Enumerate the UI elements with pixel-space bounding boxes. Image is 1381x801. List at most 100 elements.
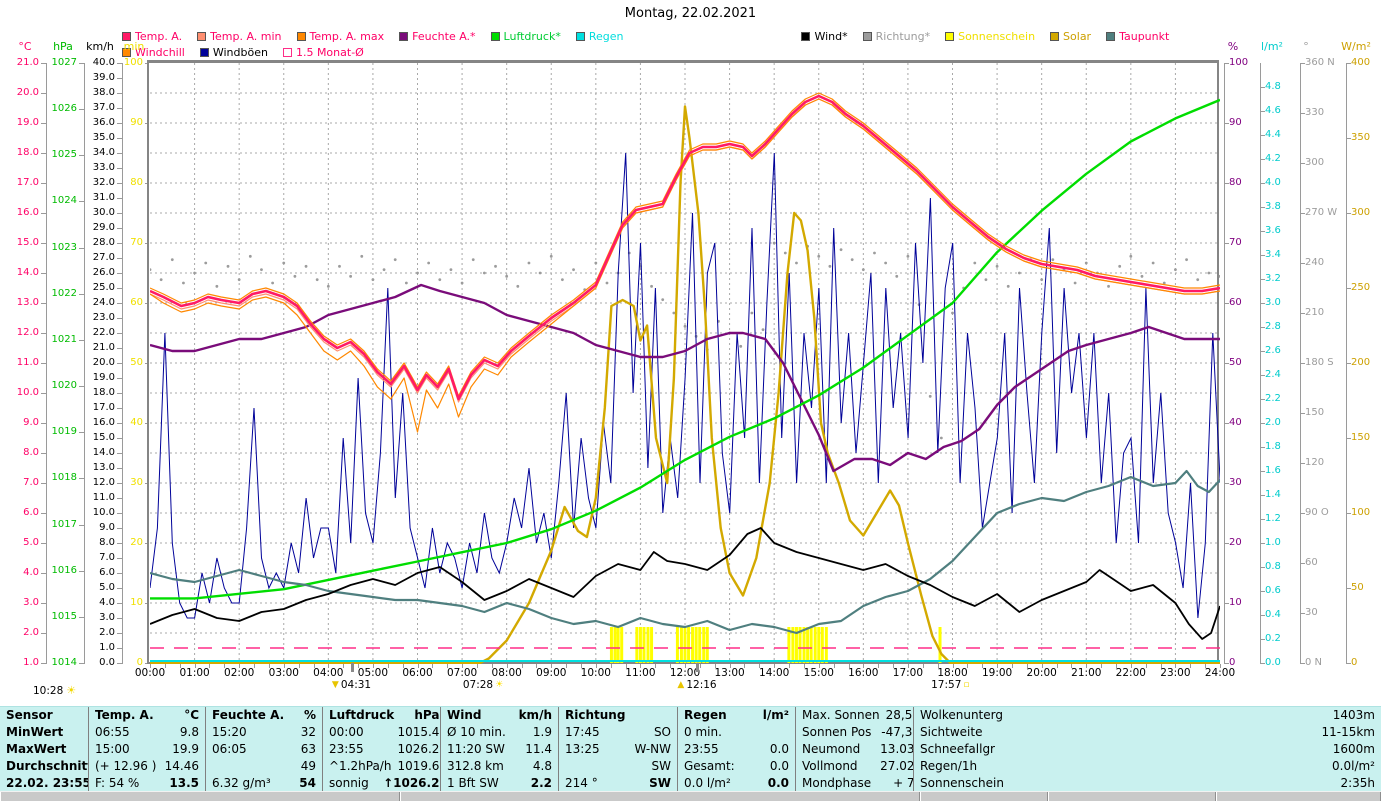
table-row: Ø 10 min. 1.9 — [447, 724, 552, 741]
axis-tick — [117, 138, 122, 139]
axis-tick-label: 33.0 — [92, 162, 115, 173]
axis-tick — [117, 423, 122, 424]
axis-tick-label: 60 — [1229, 297, 1242, 308]
axis-tick-label: 23.0 — [92, 312, 115, 323]
axis-tick-label: 300 — [1305, 157, 1325, 168]
axis-tick-label: 4.0 — [1265, 177, 1281, 188]
time-minor-tick — [402, 664, 404, 668]
axis-tick-label: 360 N — [1305, 57, 1335, 68]
wind-direction-dot — [1151, 261, 1155, 265]
table-row: Gesamt: 0.0 — [684, 758, 789, 775]
table-row: Feuchte A.% — [212, 707, 316, 724]
time-minor-tick — [521, 664, 523, 668]
time-minor-tick — [759, 664, 761, 668]
event-sunset: 17:57 ▫ — [931, 679, 969, 691]
axis-tick-label: 0 — [1351, 657, 1358, 668]
axis-line — [46, 63, 47, 664]
temp-max-series-swatch — [296, 32, 306, 41]
wind-direction-dot — [471, 258, 475, 262]
axis-tick — [79, 386, 84, 387]
month-average-swatch — [282, 48, 292, 57]
wind-direction-dot — [1140, 274, 1144, 278]
axis-tick-label: 17.0 — [92, 402, 115, 413]
axis-tick-label: 300 — [1351, 207, 1371, 218]
axis-tick-label: 4.6 — [1265, 105, 1281, 116]
time-label: 05:00 — [357, 667, 389, 679]
axis-tick-label: 30 — [130, 477, 143, 488]
table-cell-value: °C — [184, 708, 199, 722]
axis-tick — [41, 453, 46, 454]
time-minor-tick — [551, 664, 553, 668]
wind-direction-dot — [750, 311, 754, 315]
axis-tick — [41, 543, 46, 544]
axis-tick-label: 0 N — [1305, 657, 1323, 668]
time-minor-tick — [1190, 664, 1192, 668]
axis-tick-label: 1.8 — [1265, 441, 1281, 452]
wind-direction-dot — [416, 271, 419, 275]
table-cell: MaxWert — [6, 742, 67, 756]
table-cell-label: 15:20 — [212, 725, 247, 739]
time-label: 01:00 — [179, 667, 210, 679]
axis-tick-label: 330 — [1305, 107, 1325, 118]
table-row: Wind km/h — [447, 707, 552, 724]
legend-item-1-5-monat-: 1.5 Monat-Ø — [282, 46, 364, 59]
axis-tick — [117, 498, 122, 499]
axis-tick-label: 10 — [130, 597, 143, 608]
time-label: 16:00 — [848, 667, 879, 679]
time-label: 12:00 — [669, 667, 701, 679]
event-time: 07:28 — [462, 679, 494, 691]
axis-tick-label: 0.6 — [1265, 585, 1281, 596]
table-cell-label: 00:00 — [329, 725, 364, 739]
axis-tick — [41, 483, 46, 484]
axis-tick-label: 3.2 — [1265, 273, 1281, 284]
legend-item-taupunkt: Taupunkt — [1106, 30, 1169, 43]
axis-tick — [117, 153, 122, 154]
axis-tick-label: 0 — [136, 657, 143, 668]
table-cell-label: Wind — [447, 708, 482, 722]
axis-tick — [41, 123, 46, 124]
axis-tick — [41, 63, 46, 64]
axis-tick — [1300, 663, 1305, 664]
wind-direction-dot — [928, 394, 932, 398]
table-cell-value: 63 — [300, 742, 316, 756]
table-cell-label: Regen — [684, 708, 727, 722]
axis-tick — [41, 363, 46, 364]
time-label: 10:00 — [580, 667, 611, 679]
wind-direction-dot — [1207, 271, 1211, 275]
time-label: 06:00 — [402, 667, 433, 679]
time-minor-tick — [506, 664, 508, 668]
axis-tick — [117, 108, 122, 109]
axis-tick-label: 1.0 — [1265, 537, 1281, 548]
time-minor-tick — [967, 664, 969, 668]
axis-tick-label: 17.0 — [16, 177, 39, 188]
wind-direction-dot — [572, 268, 575, 272]
axis-tick — [117, 648, 122, 649]
axis-tick-label: 3.6 — [1265, 225, 1281, 236]
axis-tick-label: 100 — [1229, 57, 1249, 68]
time-minor-tick — [150, 664, 151, 668]
axis-unit-min: min — [123, 40, 145, 53]
table-cell-value: 4.8 — [532, 759, 552, 773]
axis-tick — [1260, 423, 1265, 424]
axis-unit-%: % — [1227, 40, 1239, 53]
axis-tick-label: 1019 — [51, 426, 77, 437]
series-solar-line — [150, 105, 1220, 664]
axis-tick-label: 1016 — [51, 565, 77, 576]
axis-tick-label: 40.0 — [92, 57, 115, 68]
axis-tick — [1224, 423, 1229, 424]
table-row: Mondphase + 79% — [802, 775, 913, 792]
axis-tick-label: 40 — [1229, 417, 1242, 428]
axis-tick — [1260, 183, 1265, 184]
axis-tick — [117, 618, 122, 619]
axis-tick — [41, 663, 46, 664]
axis-tick — [1346, 663, 1351, 664]
axis-tick-label: 2.0 — [1265, 417, 1281, 428]
wind-direction-dot — [828, 264, 832, 268]
wind-direction-dot — [850, 258, 854, 262]
wind-direction-dot — [382, 268, 386, 272]
table-row: 0.0 l/m² 0.0 — [684, 775, 789, 792]
axis-tick-label: 10.0 — [16, 387, 39, 398]
time-minor-tick — [224, 664, 226, 668]
axis-tick-label: 31.0 — [92, 192, 115, 203]
axis-tick-label: 4.2 — [1265, 153, 1281, 164]
